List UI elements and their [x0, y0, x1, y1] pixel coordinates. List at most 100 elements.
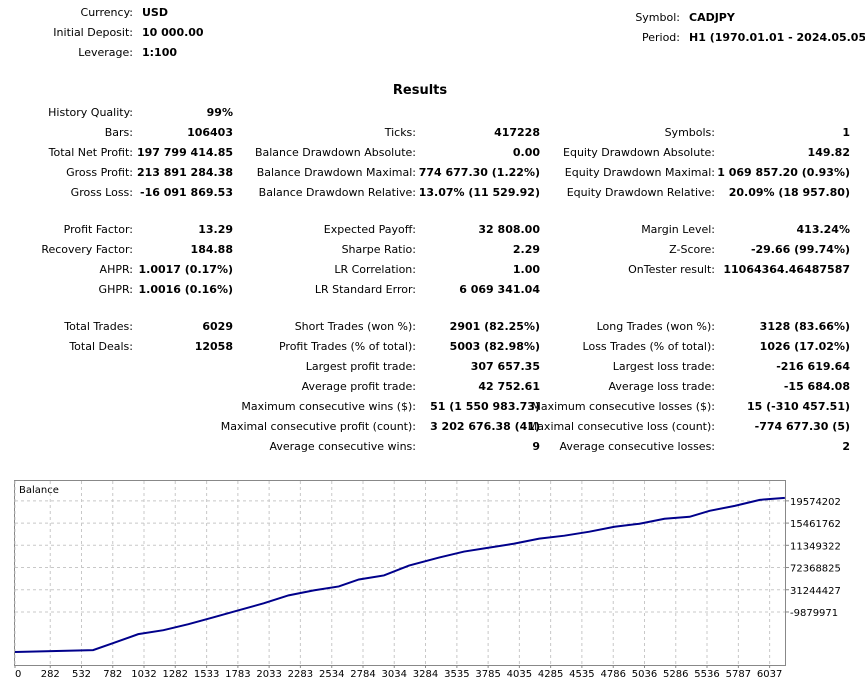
stat-value: 42 752.61 — [478, 380, 540, 393]
stat-label: Maximum consecutive wins ($): — [241, 400, 416, 413]
field-label: Period: — [641, 31, 680, 44]
field-label: Initial Deposit: — [53, 26, 133, 39]
x-tick-label: 5036 — [632, 669, 657, 680]
stat-label: Bars: — [104, 126, 133, 139]
stat-value: -216 619.64 — [776, 360, 850, 373]
stat-label: Balance Drawdown Relative: — [258, 186, 416, 199]
stat-value: 774 677.30 (1.22%) — [418, 166, 540, 179]
results-title: Results — [392, 83, 448, 98]
stat-label: Long Trades (won %): — [596, 320, 715, 333]
stat-label: Largest loss trade: — [612, 360, 715, 373]
stat-value: 1.0016 (0.16%) — [138, 283, 234, 296]
stat-label: Equity Drawdown Maximal: — [564, 166, 715, 179]
stat-value: 15 (-310 457.51) — [747, 400, 850, 413]
stat-label: Equity Drawdown Absolute: — [563, 146, 715, 159]
x-tick-label: 2283 — [288, 669, 313, 680]
field-value: 1:100 — [142, 46, 178, 59]
stat-value: -16 091 869.53 — [140, 186, 233, 199]
y-tick-label: 15461762 — [790, 519, 841, 530]
stat-label: Average consecutive losses: — [559, 440, 715, 453]
stat-value: 1 — [842, 126, 850, 139]
stat-value: 106403 — [187, 126, 233, 139]
stat-value: 3128 (83.66%) — [759, 320, 850, 333]
y-tick-label: -9879971 — [790, 608, 838, 619]
x-tick-label: 2033 — [256, 669, 281, 680]
x-tick-label: 3535 — [444, 669, 469, 680]
stat-value: 2901 (82.25%) — [449, 320, 540, 333]
stat-label: Equity Drawdown Relative: — [566, 186, 715, 199]
field-value: USD — [142, 6, 168, 19]
x-tick-label: 2534 — [319, 669, 344, 680]
stat-value: 13.29 — [198, 223, 233, 236]
x-tick-label: 4285 — [538, 669, 563, 680]
stat-label: Sharpe Ratio: — [341, 243, 416, 256]
y-tick-label: 72368825 — [790, 564, 841, 575]
stat-label: Balance Drawdown Maximal: — [256, 166, 416, 179]
stat-value: 1 069 857.20 (0.93%) — [717, 166, 850, 179]
stat-label: Average loss trade: — [608, 380, 715, 393]
x-tick-label: 0 — [15, 669, 21, 680]
stat-label: Total Deals: — [69, 340, 133, 353]
x-tick-label: 4535 — [569, 669, 594, 680]
stat-label: Maximal consecutive profit (count): — [220, 420, 416, 433]
stat-label: Maximal consecutive loss (count): — [527, 420, 715, 433]
stat-value: 20.09% (18 957.80) — [728, 186, 850, 199]
x-tick-label: 5286 — [663, 669, 688, 680]
stat-label: Gross Loss: — [70, 186, 133, 199]
stat-label: Z-Score: — [669, 243, 715, 256]
stat-value: 13.07% (11 529.92) — [418, 186, 540, 199]
x-tick-label: 1783 — [225, 669, 250, 680]
x-tick-label: 1282 — [163, 669, 188, 680]
stat-value: 6029 — [202, 320, 233, 333]
x-tick-label: 5787 — [726, 669, 751, 680]
stat-label: Profit Factor: — [63, 223, 133, 236]
stat-value: 51 (1 550 983.73) — [430, 400, 540, 413]
x-tick-label: 3034 — [382, 669, 407, 680]
stat-value: 12058 — [194, 340, 233, 353]
stat-value: 0.00 — [512, 146, 540, 159]
y-tick-label: 31244427 — [790, 586, 841, 597]
x-tick-label: 2784 — [350, 669, 375, 680]
stat-label: History Quality: — [48, 106, 133, 119]
x-tick-label: 4035 — [507, 669, 532, 680]
stat-value: 307 657.35 — [470, 360, 540, 373]
stat-label: Balance Drawdown Absolute: — [254, 146, 416, 159]
stat-value: 5003 (82.98%) — [449, 340, 540, 353]
stat-value: 2 — [842, 440, 850, 453]
x-tick-label: 1032 — [131, 669, 156, 680]
stat-value: 2.29 — [512, 243, 540, 256]
stat-label: GHPR: — [98, 283, 133, 296]
balance-line — [14, 496, 785, 654]
stat-value: -15 684.08 — [783, 380, 850, 393]
field-label: Leverage: — [78, 46, 133, 59]
y-tick-label: 19574202 — [790, 497, 841, 508]
stat-label: Short Trades (won %): — [294, 320, 416, 333]
stat-label: Recovery Factor: — [41, 243, 133, 256]
stat-value: 99% — [206, 106, 233, 119]
stat-label: Total Trades: — [64, 320, 133, 333]
stat-label: OnTester result: — [628, 263, 715, 276]
field-value: H1 (1970.01.01 - 2024.05.05) — [689, 31, 865, 44]
x-tick-label: 6037 — [757, 669, 782, 680]
stat-label: Ticks: — [384, 126, 416, 139]
stat-label: AHPR: — [99, 263, 133, 276]
chart-title: Balance — [19, 485, 59, 496]
stat-label: LR Correlation: — [334, 263, 416, 276]
x-tick-label: 3785 — [475, 669, 500, 680]
stat-label: Profit Trades (% of total): — [278, 340, 416, 353]
stat-value: -29.66 (99.74%) — [750, 243, 850, 256]
stat-value: 184.88 — [190, 243, 233, 256]
stat-value: 1.0017 (0.17%) — [138, 263, 234, 276]
field-value: CADJPY — [689, 11, 735, 24]
x-tick-label: 4786 — [601, 669, 626, 680]
stat-value: 413.24% — [796, 223, 850, 236]
stat-label: Gross Profit: — [66, 166, 133, 179]
x-tick-label: 782 — [103, 669, 122, 680]
stat-value: 11064364.46487587 — [723, 263, 850, 276]
stat-label: Largest profit trade: — [305, 360, 416, 373]
stat-label: Total Net Profit: — [48, 146, 133, 159]
stat-label: Average profit trade: — [301, 380, 416, 393]
stat-value: 197 799 414.85 — [136, 146, 233, 159]
